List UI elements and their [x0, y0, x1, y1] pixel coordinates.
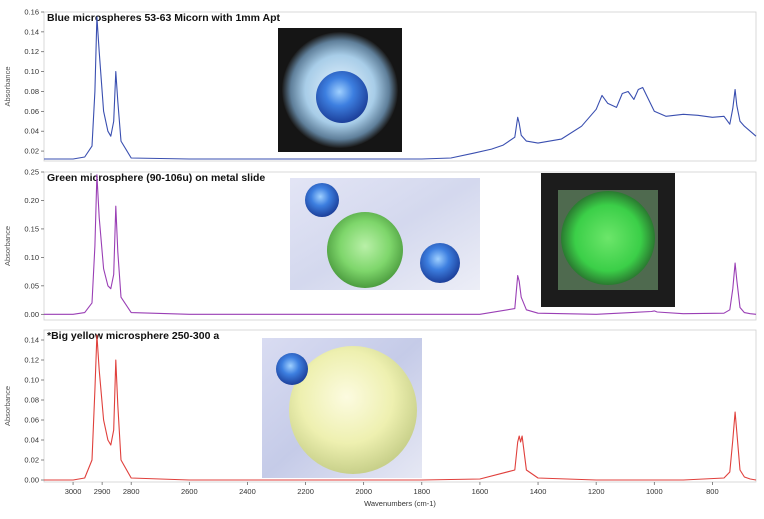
panel-title: Green microsphere (90-106u) on metal sli…: [47, 172, 265, 184]
y-tick-label: 0.14: [24, 336, 39, 345]
x-tick-label: 1800: [413, 487, 430, 496]
y-axis-label: Absorbance: [3, 66, 12, 106]
x-tick-label: 1200: [588, 487, 605, 496]
inset-photo-green-and-blue-microspheres: [290, 178, 480, 290]
y-tick-label: 0.10: [24, 67, 39, 76]
y-tick-label: 0.05: [24, 281, 39, 290]
inset-photo-green-microsphere-dark: [541, 173, 675, 307]
y-tick-label: 0.10: [24, 376, 39, 385]
x-tick-label: 2200: [297, 487, 314, 496]
x-tick-label: 1400: [530, 487, 547, 496]
y-tick-label: 0.08: [24, 396, 39, 405]
y-tick-label: 0.20: [24, 196, 39, 205]
panel-frame: [43, 329, 757, 483]
x-tick-label: 3000: [65, 487, 82, 496]
panel-frame: [43, 11, 757, 162]
spectrum-line: [44, 16, 757, 160]
x-axis-label: Wavenumbers (cm-1): [364, 499, 436, 508]
y-tick-label: 0.12: [24, 47, 39, 56]
y-tick-label: 0.00: [24, 476, 39, 485]
y-tick-label: 0.12: [24, 356, 39, 365]
spectrum-line: [44, 334, 757, 481]
y-tick-label: 0.02: [24, 147, 39, 156]
y-tick-label: 0.08: [24, 87, 39, 96]
y-tick-label: 0.06: [24, 107, 39, 116]
y-tick-label: 0.10: [24, 253, 39, 262]
x-tick-label: 1600: [472, 487, 489, 496]
x-tick-label: 2600: [181, 487, 198, 496]
y-tick-label: 0.04: [24, 436, 39, 445]
y-tick-label: 0.06: [24, 416, 39, 425]
x-tick-label: 800: [706, 487, 719, 496]
y-axis-label: Absorbance: [3, 386, 12, 426]
y-tick-label: 0.00: [24, 310, 39, 319]
inset-photo-yellow-microsphere: [262, 338, 422, 478]
y-tick-label: 0.14: [24, 27, 39, 36]
y-tick-label: 0.15: [24, 224, 39, 233]
panel-title: Blue microspheres 53-63 Micorn with 1mm …: [47, 12, 281, 24]
spectrum-line: [44, 174, 757, 315]
y-tick-label: 0.25: [24, 168, 39, 177]
panel-frame: [43, 171, 757, 321]
x-tick-label: 2400: [239, 487, 256, 496]
inset-photo-blue-microsphere: [278, 28, 402, 152]
y-tick-label: 0.02: [24, 456, 39, 465]
y-tick-label: 0.04: [24, 127, 39, 136]
y-tick-label: 0.16: [24, 8, 39, 17]
panel-title: *Big yellow microsphere 250-300 a: [47, 330, 219, 342]
x-tick-label: 1000: [646, 487, 663, 496]
x-tick-label: 2000: [355, 487, 372, 496]
y-axis-label: Absorbance: [3, 226, 12, 266]
x-tick-label: 2800: [123, 487, 140, 496]
x-tick-label: 2900: [94, 487, 111, 496]
